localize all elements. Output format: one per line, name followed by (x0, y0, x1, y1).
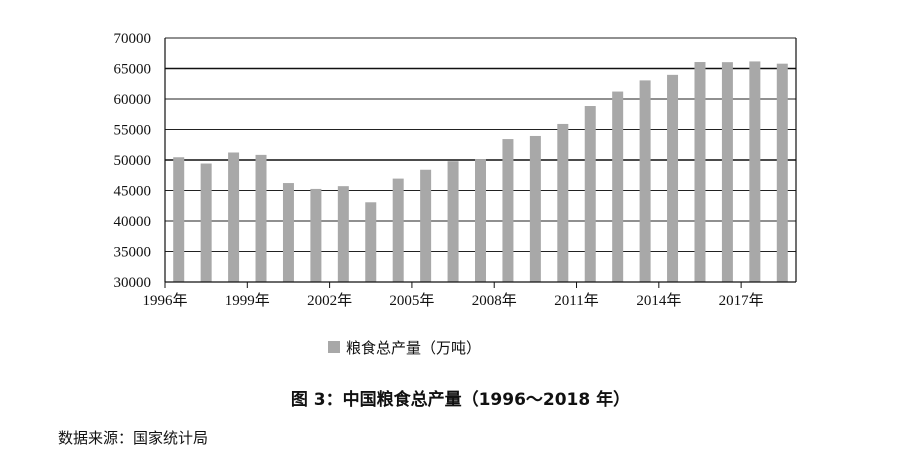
bar-2007年 (475, 159, 486, 282)
x-tick-label: 2008年 (472, 292, 517, 309)
bar-2008年 (502, 139, 514, 282)
y-tick-label: 45000 (114, 184, 152, 200)
y-tick-label: 40000 (114, 214, 152, 230)
x-tick-label: 2011年 (554, 292, 598, 309)
axes (164, 38, 797, 288)
legend: 粮食总产量（万吨） (328, 339, 481, 357)
bar-2013年 (639, 80, 651, 283)
y-tick-label: 60000 (114, 92, 152, 108)
x-tick-label: 1999年 (225, 292, 270, 309)
bar-2002年 (337, 186, 349, 282)
y-tick-label: 70000 (114, 31, 152, 47)
tick-labels: 30000 35000 40000 45000 50000 55000 60000 65000… (114, 31, 764, 309)
legend-label: 粮食总产量（万吨） (346, 339, 481, 357)
bar-1998年 (228, 152, 240, 282)
y-tick-label: 50000 (114, 153, 152, 169)
bar-2014年 (667, 74, 679, 283)
y-tick-label: 55000 (114, 123, 152, 139)
bar-2012年 (612, 91, 624, 282)
y-tick-label: 35000 (114, 245, 152, 261)
x-tick-label: 2017年 (719, 292, 764, 309)
bar-2003年 (365, 202, 377, 282)
bar-2001年 (310, 188, 322, 282)
bar-2017年 (749, 61, 761, 283)
bar-2006年 (447, 161, 459, 282)
bar-2009年 (529, 135, 541, 282)
bar-2000年 (282, 183, 294, 282)
y-tick-label: 30000 (114, 275, 152, 291)
x-tick-label: 2002年 (307, 292, 352, 309)
bar-2005年 (420, 169, 432, 282)
bar-2018年 (776, 63, 788, 282)
x-tick-label: 2005年 (389, 292, 434, 309)
y-tick-label: 65000 (114, 62, 152, 78)
x-tick-label: 2014年 (636, 292, 681, 309)
bar-2015年 (694, 62, 706, 283)
bar-1997年 (200, 163, 212, 282)
bar-2016年 (721, 62, 733, 282)
bar-1999年 (255, 154, 267, 282)
source-note: 数据来源：国家统计局 (58, 429, 209, 447)
bars (173, 61, 788, 283)
legend-swatch (328, 341, 340, 353)
x-tick-label: 1996年 (142, 292, 187, 309)
bar-2011年 (584, 106, 596, 282)
bar-1996年 (173, 157, 185, 282)
bar-2010年 (557, 123, 569, 282)
bar-2004年 (392, 178, 404, 282)
chart-title: 图 3：中国粮食总产量（1996～2018 年） (290, 390, 631, 410)
